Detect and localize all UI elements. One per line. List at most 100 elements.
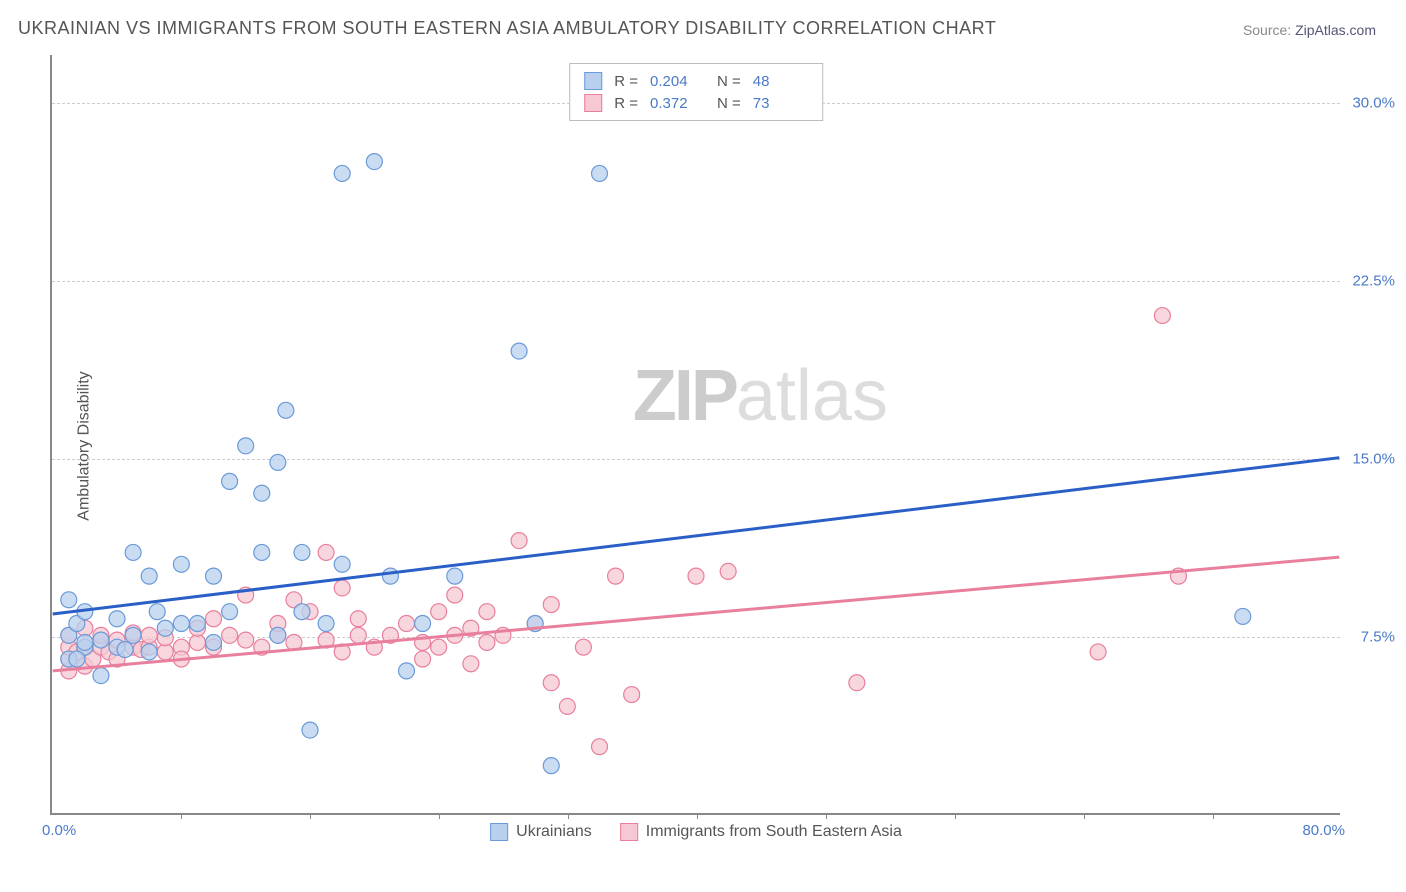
x-axis-max-label: 80.0% [1302,822,1345,839]
scatter-point [399,616,415,632]
x-tick [568,813,569,819]
scatter-point [1154,308,1170,324]
scatter-point [206,568,222,584]
scatter-point [511,343,527,359]
x-tick [1213,813,1214,819]
x-tick [181,813,182,819]
scatter-point [157,620,173,636]
scatter-point [399,663,415,679]
legend-label: Immigrants from South Eastern Asia [646,823,902,841]
scatter-point [278,402,294,418]
scatter-point [93,668,109,684]
scatter-point [366,154,382,170]
scatter-point [479,604,495,620]
scatter-point [270,627,286,643]
scatter-point [720,563,736,579]
source-link[interactable]: ZipAtlas.com [1295,22,1376,38]
scatter-point [543,758,559,774]
source-label: Source: ZipAtlas.com [1243,22,1376,38]
scatter-point [447,568,463,584]
legend-stat-row: R =0.372N =73 [584,92,808,114]
scatter-point [206,634,222,650]
x-tick [697,813,698,819]
legend-swatch [490,823,508,841]
legend-stat-row: R =0.204N =48 [584,70,808,92]
scatter-point [173,556,189,572]
x-tick [1084,813,1085,819]
scatter-point [238,438,254,454]
scatter-point [222,627,238,643]
scatter-point [592,739,608,755]
scatter-point [334,165,350,181]
scatter-point [511,533,527,549]
scatter-point [222,473,238,489]
scatter-point [173,616,189,632]
scatter-point [69,651,85,667]
scatter-point [447,587,463,603]
scatter-point [575,639,591,655]
scatter-point [206,611,222,627]
scatter-point [294,604,310,620]
legend-item: Ukrainians [490,823,592,841]
scatter-point [254,485,270,501]
scatter-point [350,611,366,627]
y-tick-label: 22.5% [1352,272,1395,289]
scatter-point [294,544,310,560]
plot-area: ZIPatlas R =0.204N =48R =0.372N =73 0.0%… [50,55,1340,815]
scatter-point [1090,644,1106,660]
scatter-point [222,604,238,620]
legend-swatch [584,72,602,90]
scatter-point [77,634,93,650]
legend-item: Immigrants from South Eastern Asia [620,823,902,841]
scatter-point [624,687,640,703]
scatter-point [382,568,398,584]
x-tick [826,813,827,819]
scatter-point [543,597,559,613]
scatter-point [302,722,318,738]
scatter-point [334,580,350,596]
y-tick-label: 30.0% [1352,94,1395,111]
scatter-point [318,544,334,560]
legend-series: Ukrainians Immigrants from South Eastern … [490,823,902,841]
trend-line [53,458,1340,614]
scatter-point [334,556,350,572]
scatter-point [141,627,157,643]
scatter-point [125,627,141,643]
scatter-point [415,651,431,667]
y-tick-label: 7.5% [1361,628,1395,645]
scatter-point [157,644,173,660]
scatter-point [238,632,254,648]
plot-svg [52,55,1340,813]
scatter-point [149,604,165,620]
scatter-point [117,642,133,658]
scatter-point [270,454,286,470]
scatter-point [849,675,865,691]
scatter-point [189,616,205,632]
scatter-point [463,656,479,672]
scatter-point [543,675,559,691]
scatter-point [559,698,575,714]
scatter-point [254,544,270,560]
y-tick-label: 15.0% [1352,450,1395,467]
x-tick [955,813,956,819]
scatter-point [109,611,125,627]
scatter-point [141,568,157,584]
legend-swatch [584,94,602,112]
scatter-point [431,604,447,620]
chart-container: UKRAINIAN VS IMMIGRANTS FROM SOUTH EASTE… [0,0,1406,892]
scatter-point [592,165,608,181]
scatter-point [93,632,109,648]
x-tick [439,813,440,819]
scatter-point [318,616,334,632]
x-axis-min-label: 0.0% [42,822,76,839]
scatter-point [1235,608,1251,624]
chart-title: UKRAINIAN VS IMMIGRANTS FROM SOUTH EASTE… [18,18,996,39]
scatter-point [141,644,157,660]
scatter-point [479,634,495,650]
legend-label: Ukrainians [516,823,592,841]
scatter-point [608,568,624,584]
legend-stats: R =0.204N =48R =0.372N =73 [569,63,823,121]
scatter-point [688,568,704,584]
scatter-point [415,616,431,632]
scatter-point [125,544,141,560]
